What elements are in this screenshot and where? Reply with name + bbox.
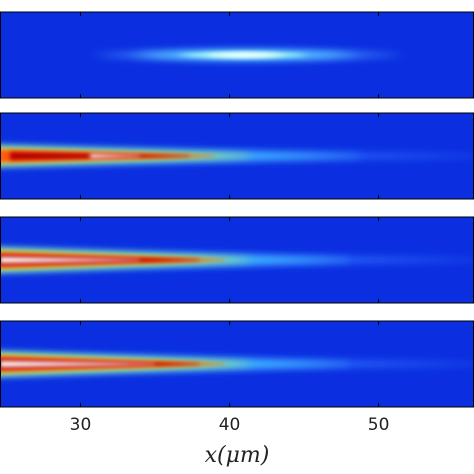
- heatmap-panel: [0, 11, 474, 99]
- plume-layer: [205, 53, 285, 57]
- plume: [0, 146, 474, 166]
- plume: [90, 50, 405, 60]
- heatmap-panel: [0, 216, 474, 304]
- plume: [0, 248, 474, 272]
- heatmap-panel: [0, 112, 474, 200]
- panels: [0, 11, 474, 408]
- plume: [0, 352, 474, 376]
- x-axis-label: x(μm): [205, 443, 270, 468]
- plume-layer: [0, 257, 140, 263]
- plume-layer: [0, 361, 155, 367]
- x-tick-label: 50: [368, 415, 390, 435]
- x-tick-label: 30: [70, 415, 92, 435]
- plume-layer: [90, 154, 140, 158]
- x-tick-label: 40: [219, 415, 241, 435]
- heatmap-panel: [0, 320, 474, 408]
